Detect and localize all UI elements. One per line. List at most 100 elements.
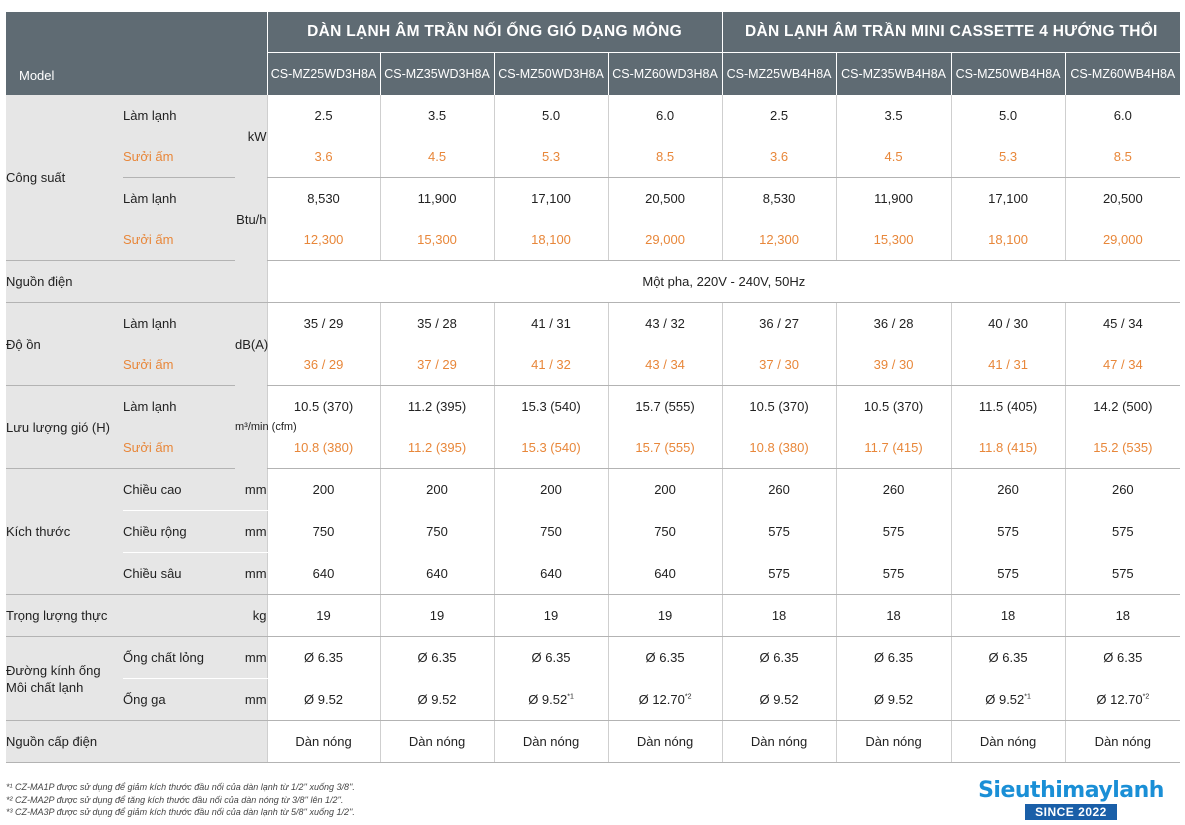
width-cell: 750 xyxy=(266,510,381,553)
capacity-btu-heating-cell: 15,300 xyxy=(835,219,952,261)
capacity-btu-cooling-cell: 17,100 xyxy=(493,177,609,219)
gas-pipe-value: Ø 9.52 xyxy=(417,691,457,707)
noise-heating-cell: 39 / 30 xyxy=(835,344,952,386)
capacity-btu-cooling-cell: 8,530 xyxy=(266,177,381,219)
airflow-heating-cell: 11.8 (415) xyxy=(950,427,1066,469)
spec-table: Model DÀN LẠNH ÂM TRẦN NỐI ỐNG GIÓ DẠNG … xyxy=(6,12,1181,763)
liquid-pipe-cell: Ø 6.35 xyxy=(1064,636,1181,679)
sub-label-liquid-pipe: Ống chất lỏng xyxy=(123,636,235,679)
capacity-kw-cooling-cell: 5.0 xyxy=(493,95,609,136)
noise-heating-cell: 43 / 34 xyxy=(607,344,723,386)
gas-pipe-value: Ø 12.70 xyxy=(638,691,685,707)
capacity-kw-heating-cell: 4.5 xyxy=(835,136,952,178)
logo-wordmark: Sieuthimaylanh xyxy=(978,778,1164,803)
capacity-kw-heating-cell: 8.5 xyxy=(1064,136,1181,178)
footnote-marker: *2 xyxy=(684,693,692,701)
footnote-2: *² CZ-MA2P được sử dụng để tăng kích thư… xyxy=(6,794,344,805)
model-header-cell: CS-MZ35WD3H8A xyxy=(379,52,495,95)
noise-cooling-cell: 41 / 31 xyxy=(493,302,609,344)
capacity-btu-heating-cell: 12,300 xyxy=(266,219,381,261)
footnotes: *¹ CZ-MA1P được sử dụng để giảm kích thư… xyxy=(6,781,355,819)
capacity-kw-cooling-cell: 3.5 xyxy=(835,95,952,136)
model-header: Model xyxy=(6,12,268,95)
capacity-kw-cooling-cell: 6.0 xyxy=(1064,95,1181,136)
liquid-pipe-cell: Ø 6.35 xyxy=(721,636,837,679)
noise-cooling-cell: 35 / 29 xyxy=(266,302,381,344)
power-source-cell: Dàn nóng xyxy=(1064,720,1181,763)
width-cell: 575 xyxy=(950,510,1066,553)
row-label-noise: Độ ồn xyxy=(6,302,123,386)
airflow-cooling-cell: 10.5 (370) xyxy=(835,385,952,427)
unit-mm: mm xyxy=(235,510,268,553)
depth-cell: 640 xyxy=(266,552,381,595)
gas-pipe-cell: Ø 9.52*1 xyxy=(950,678,1066,721)
unit-dba: dB(A) xyxy=(235,302,268,386)
row-label-capacity: Công suất xyxy=(6,95,123,261)
airflow-heating-cell: 11.7 (415) xyxy=(835,427,952,469)
weight-cell: 18 xyxy=(950,594,1066,637)
model-header-cell: CS-MZ35WB4H8A xyxy=(835,52,952,95)
footnote-marker: *2 xyxy=(1142,693,1150,701)
airflow-heating-cell: 10.8 (380) xyxy=(721,427,837,469)
width-cell: 575 xyxy=(1064,510,1181,553)
unit-kg: kg xyxy=(235,594,268,637)
weight-cell: 19 xyxy=(493,594,609,637)
gas-pipe-value: Ø 9.52 xyxy=(985,691,1025,707)
power-source-cell: Dàn nóng xyxy=(721,720,837,763)
depth-cell: 575 xyxy=(1064,552,1181,595)
width-cell: 750 xyxy=(607,510,723,553)
gas-pipe-value: Ø 9.52 xyxy=(528,691,568,707)
gas-pipe-value: Ø 9.52 xyxy=(874,691,914,707)
noise-cooling-cell: 43 / 32 xyxy=(607,302,723,344)
depth-cell: 640 xyxy=(607,552,723,595)
gas-pipe-cell: Ø 9.52 xyxy=(721,678,837,721)
model-header-cell: CS-MZ25WB4H8A xyxy=(721,52,837,95)
noise-cooling-cell: 45 / 34 xyxy=(1064,302,1181,344)
group-header-cassette: DÀN LẠNH ÂM TRẦN MINI CASSETTE 4 HƯỚNG T… xyxy=(721,12,1181,53)
row-label-power-supply: Nguồn điện xyxy=(6,260,268,303)
model-header-cell: CS-MZ60WD3H8A xyxy=(607,52,723,95)
capacity-btu-heating-cell: 15,300 xyxy=(379,219,495,261)
capacity-btu-heating-cell: 29,000 xyxy=(607,219,723,261)
noise-cooling-cell: 35 / 28 xyxy=(379,302,495,344)
power-source-cell: Dàn nóng xyxy=(950,720,1066,763)
weight-cell: 19 xyxy=(607,594,723,637)
row-label-airflow: Lưu lượng gió (H) xyxy=(6,385,123,469)
sub-label-cooling: Làm lạnh xyxy=(123,95,235,136)
gas-pipe-cell: Ø 9.52*1 xyxy=(493,678,609,721)
power-source-cell: Dàn nóng xyxy=(379,720,495,763)
capacity-btu-heating-cell: 18,100 xyxy=(493,219,609,261)
unit-mm: mm xyxy=(235,636,268,679)
logo-tagline: SINCE 2022 xyxy=(1025,804,1117,820)
airflow-cooling-cell: 15.3 (540) xyxy=(493,385,609,427)
gas-pipe-cell: Ø 9.52 xyxy=(835,678,952,721)
model-header-cell: CS-MZ60WB4H8A xyxy=(1064,52,1181,95)
model-header-cell: CS-MZ50WD3H8A xyxy=(493,52,609,95)
airflow-heating-cell: 15.2 (535) xyxy=(1064,427,1181,469)
footnote-1: *¹ CZ-MA1P được sử dụng để giảm kích thư… xyxy=(6,782,355,792)
sub-label-heating: Sưởi ấm xyxy=(123,136,235,178)
sub-label-heating: Sưởi ấm xyxy=(123,344,235,386)
airflow-heating-cell: 15.7 (555) xyxy=(607,427,723,469)
noise-cooling-cell: 36 / 28 xyxy=(835,302,952,344)
height-cell: 200 xyxy=(379,468,495,511)
capacity-kw-heating-cell: 5.3 xyxy=(493,136,609,178)
sub-label-gas-pipe: Ống ga xyxy=(123,678,235,721)
capacity-kw-cooling-cell: 2.5 xyxy=(266,95,381,136)
gas-pipe-value: Ø 9.52 xyxy=(304,691,344,707)
sub-label-cooling: Làm lạnh xyxy=(123,302,235,344)
height-cell: 260 xyxy=(721,468,837,511)
noise-heating-cell: 47 / 34 xyxy=(1064,344,1181,386)
unit-airflow: m³/min (cfm) xyxy=(235,385,297,469)
depth-cell: 575 xyxy=(950,552,1066,595)
liquid-pipe-cell: Ø 6.35 xyxy=(493,636,609,679)
row-label-pipe-diameter: Đường kính ống Môi chất lạnh xyxy=(6,636,123,721)
airflow-cooling-cell: 14.2 (500) xyxy=(1064,385,1181,427)
capacity-kw-heating-cell: 5.3 xyxy=(950,136,1066,178)
capacity-kw-heating-cell: 3.6 xyxy=(721,136,837,178)
unit-mm: mm xyxy=(235,678,268,721)
power-source-cell: Dàn nóng xyxy=(835,720,952,763)
capacity-btu-cooling-cell: 8,530 xyxy=(721,177,837,219)
gas-pipe-cell: Ø 9.52 xyxy=(379,678,495,721)
weight-cell: 18 xyxy=(721,594,837,637)
